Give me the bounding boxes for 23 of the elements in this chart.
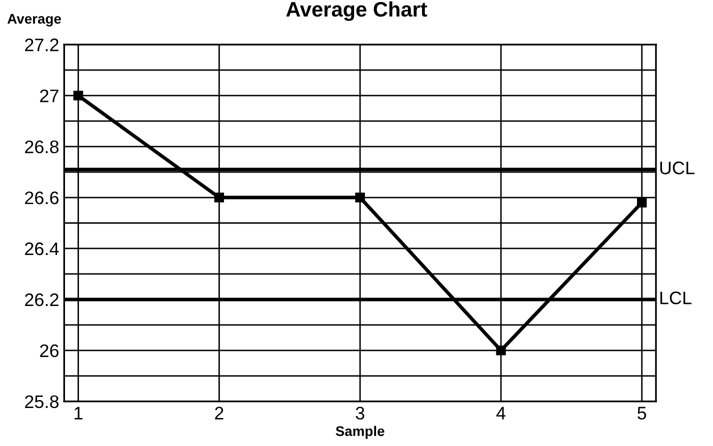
y-tick-label: 25.8 bbox=[25, 395, 59, 408]
point bbox=[496, 346, 506, 356]
y-tick-label: 27 bbox=[40, 90, 58, 102]
point bbox=[214, 192, 224, 202]
y-tick-label: 26.4 bbox=[25, 242, 59, 256]
x-tick-label: 3 bbox=[356, 406, 364, 420]
x-tick-label: 4 bbox=[496, 406, 506, 420]
x-tick-label: 5 bbox=[638, 406, 646, 420]
y-tick-label: 26.8 bbox=[25, 140, 59, 154]
y-tick-label: 26.2 bbox=[25, 293, 58, 306]
point bbox=[637, 198, 647, 208]
x-axis-title: Sample bbox=[336, 426, 384, 439]
y-tick-label: 27.2 bbox=[25, 38, 58, 52]
ref-line-label: LCL bbox=[660, 292, 692, 304]
y-axis-title: Average bbox=[7, 14, 61, 27]
x-tick-label: 2 bbox=[215, 406, 224, 420]
y-tick-label: 26 bbox=[40, 344, 59, 358]
point bbox=[355, 192, 365, 202]
ref-line-label: UCL bbox=[660, 162, 694, 174]
chart-title: Average Chart bbox=[286, 1, 428, 21]
point bbox=[73, 90, 84, 100]
y-tick-label: 26.6 bbox=[25, 191, 59, 204]
x-tick-label: 1 bbox=[74, 406, 82, 420]
